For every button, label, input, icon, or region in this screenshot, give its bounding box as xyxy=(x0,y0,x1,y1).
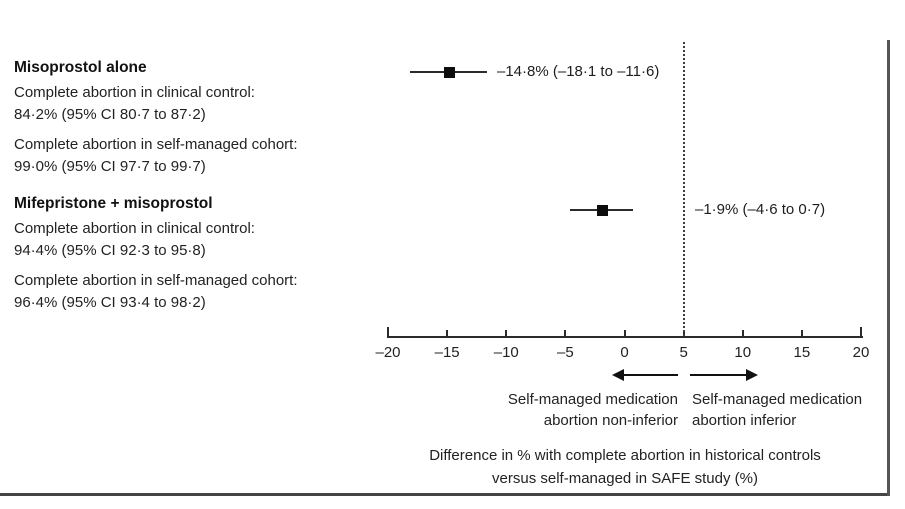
x-axis-tick xyxy=(387,327,389,338)
figure-frame-right-rule xyxy=(887,40,890,496)
x-axis-tick xyxy=(446,330,449,338)
x-axis-tick-label: 10 xyxy=(734,344,752,361)
x-axis-tick-label: 5 xyxy=(679,344,688,361)
point-estimate-marker xyxy=(596,204,608,216)
group-mifepristone-misoprostol: Mifepristone + misoprostol Complete abor… xyxy=(14,193,298,314)
x-axis-tick-label: 0 xyxy=(620,344,629,361)
x-axis-tick-label: –20 xyxy=(375,344,401,361)
clinical-control-value: 84·2% (95% CI 80·7 to 87·2) xyxy=(14,106,206,123)
x-axis-tick xyxy=(564,330,567,338)
clinical-control-heading: Complete abortion in clinical control: xyxy=(14,84,255,101)
x-axis-title-line2: versus self-managed in SAFE study (%) xyxy=(492,470,758,487)
clinical-control-value: 94·4% (95% CI 92·3 to 95·8) xyxy=(14,242,206,259)
self-managed-heading: Complete abortion in self-managed cohort… xyxy=(14,272,298,289)
x-axis-tick-label: –10 xyxy=(493,344,519,361)
group-misoprostol-alone: Misoprostol alone Complete abortion in c… xyxy=(14,57,298,178)
x-axis-tick xyxy=(623,330,626,338)
estimate-label: –1·9% (–4·6 to 0·7) xyxy=(695,201,826,218)
self-managed-value: 99·0% (95% CI 97·7 to 99·7) xyxy=(14,158,206,175)
x-axis-tick-label: –15 xyxy=(434,344,460,361)
inferior-label-line1: Self-managed medication xyxy=(692,391,863,408)
inferior-arrow-head-icon xyxy=(746,369,758,381)
non-inferior-arrow xyxy=(624,374,678,376)
non-inferior-arrow-head-icon xyxy=(612,369,624,381)
figure-frame-bottom-rule xyxy=(0,493,890,496)
non-inferior-label-line2: abortion non-inferior xyxy=(543,412,678,429)
non-inferior-label-line1: Self-managed medication xyxy=(507,391,678,408)
non-inferior-label: Self-managed medication abortion non-inf… xyxy=(438,389,678,431)
x-axis-tick-label: 15 xyxy=(793,344,811,361)
x-axis-tick-label: –5 xyxy=(557,344,574,361)
x-axis-tick xyxy=(741,330,744,338)
point-estimate-marker xyxy=(443,66,455,78)
group-title: Mifepristone + misoprostol xyxy=(14,195,213,212)
x-axis-tick xyxy=(505,330,508,338)
x-axis-title-line1: Difference in % with complete abortion i… xyxy=(429,447,821,464)
inferior-label-line2: abortion inferior xyxy=(692,412,797,429)
x-axis-title: Difference in % with complete abortion i… xyxy=(388,444,862,490)
x-axis-tick-label: 20 xyxy=(852,344,870,361)
x-axis-line xyxy=(388,336,863,338)
group-title: Misoprostol alone xyxy=(14,59,147,76)
estimate-label: –14·8% (–18·1 to –11·6) xyxy=(497,63,660,80)
noninferiority-margin-line xyxy=(682,42,685,336)
inferior-label: Self-managed medication abortion inferio… xyxy=(692,389,905,431)
inferior-arrow xyxy=(690,374,746,376)
self-managed-heading: Complete abortion in self-managed cohort… xyxy=(14,136,298,153)
self-managed-value: 96·4% (95% CI 93·4 to 98·2) xyxy=(14,294,206,311)
x-axis-tick xyxy=(860,327,862,338)
x-axis-tick xyxy=(800,330,803,338)
clinical-control-heading: Complete abortion in clinical control: xyxy=(14,220,255,237)
